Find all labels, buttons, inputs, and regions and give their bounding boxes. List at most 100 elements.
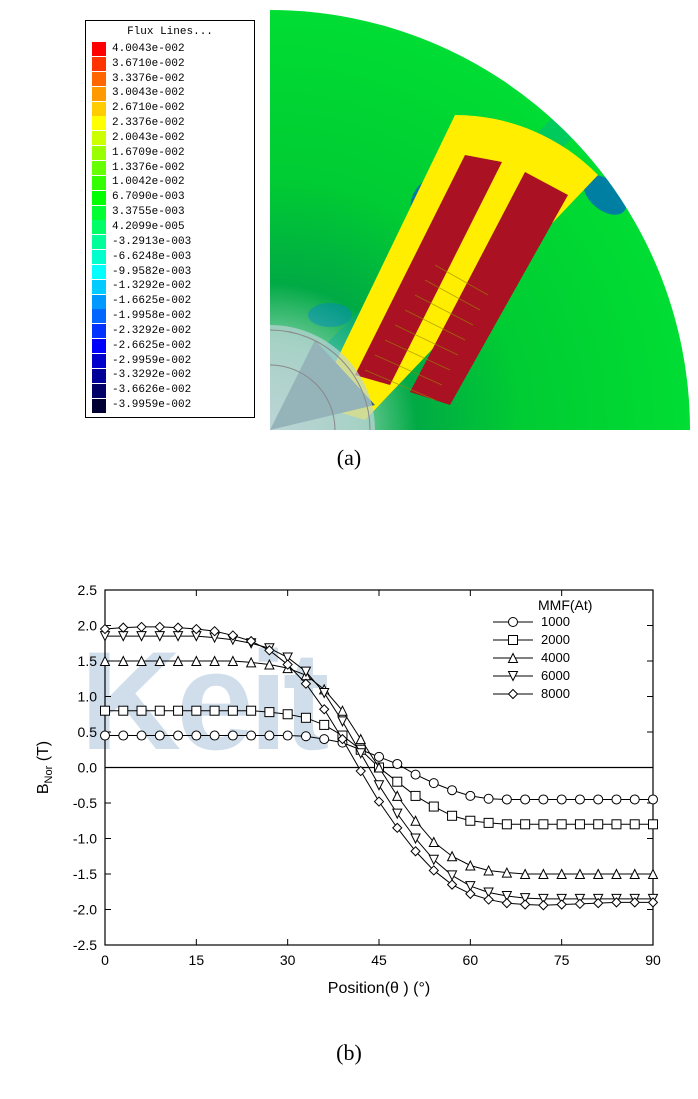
legend-value: 2.6710e-002 <box>112 101 185 116</box>
svg-text:1000: 1000 <box>541 614 570 629</box>
legend-entry: 1.6709e-002 <box>92 146 248 161</box>
legend-entry: -2.3292e-002 <box>92 324 248 339</box>
legend-entry: 3.0043e-002 <box>92 86 248 101</box>
legend-entry: -3.9959e-002 <box>92 398 248 413</box>
svg-text:-0.5: -0.5 <box>73 795 97 811</box>
legend-value: 1.3376e-002 <box>112 161 185 176</box>
caption-a: (a) <box>0 445 698 471</box>
legend-value: -3.3292e-002 <box>112 368 191 383</box>
legend-value: 6.7090e-003 <box>112 190 185 205</box>
legend-value: 4.2099e-005 <box>112 220 185 235</box>
legend-entry: 4.0043e-002 <box>92 42 248 57</box>
svg-text:60: 60 <box>463 952 479 968</box>
legend-entry: -1.3292e-002 <box>92 279 248 294</box>
legend-entry: 3.3755e-003 <box>92 205 248 220</box>
svg-text:2.0: 2.0 <box>78 618 98 634</box>
figure-b-container: -2.5-2.0-1.5-1.0-0.50.00.51.01.52.02.501… <box>30 575 668 1005</box>
bnor-chart: -2.5-2.0-1.5-1.0-0.50.00.51.01.52.02.501… <box>30 575 668 1005</box>
svg-text:0: 0 <box>101 952 109 968</box>
svg-text:8000: 8000 <box>541 686 570 701</box>
legend-value: 1.0042e-002 <box>112 175 185 190</box>
legend-swatch <box>92 161 106 175</box>
legend-swatch <box>92 280 106 294</box>
legend-entry: 3.3376e-002 <box>92 72 248 87</box>
legend-value: -3.9959e-002 <box>112 398 191 413</box>
svg-text:90: 90 <box>645 952 661 968</box>
legend-swatch <box>92 250 106 264</box>
flux-legend: Flux Lines... 4.0043e-0023.6710e-0023.33… <box>85 20 255 418</box>
svg-text:15: 15 <box>189 952 205 968</box>
legend-value: -3.6626e-002 <box>112 383 191 398</box>
legend-value: -2.3292e-002 <box>112 324 191 339</box>
legend-swatch <box>92 235 106 249</box>
legend-value: -1.3292e-002 <box>112 279 191 294</box>
legend-swatch <box>92 369 106 383</box>
legend-swatch <box>92 220 106 234</box>
legend-value: -1.6625e-002 <box>112 294 191 309</box>
svg-text:-2.5: -2.5 <box>73 937 97 953</box>
legend-value: 2.0043e-002 <box>112 131 185 146</box>
svg-text:Position(θ ) (°): Position(θ ) (°) <box>328 980 430 997</box>
legend-entry: -2.6625e-002 <box>92 339 248 354</box>
legend-swatch <box>92 146 106 160</box>
legend-value: -1.9958e-002 <box>112 309 191 324</box>
flux-legend-rows: 4.0043e-0023.6710e-0023.3376e-0023.0043e… <box>92 42 248 413</box>
legend-value: 3.3376e-002 <box>112 72 185 87</box>
svg-text:MMF(At): MMF(At) <box>538 597 592 613</box>
legend-swatch <box>92 295 106 309</box>
legend-entry: -3.2913e-003 <box>92 235 248 250</box>
svg-text:75: 75 <box>554 952 570 968</box>
legend-entry: 1.3376e-002 <box>92 161 248 176</box>
legend-swatch <box>92 399 106 413</box>
legend-entry: 3.6710e-002 <box>92 57 248 72</box>
legend-value: 3.3755e-003 <box>112 205 185 220</box>
legend-entry: 2.6710e-002 <box>92 101 248 116</box>
legend-swatch <box>92 339 106 353</box>
legend-entry: -9.9582e-003 <box>92 265 248 280</box>
svg-text:45: 45 <box>371 952 387 968</box>
svg-text:2000: 2000 <box>541 632 570 647</box>
legend-entry: -6.6248e-003 <box>92 250 248 265</box>
svg-text:0.0: 0.0 <box>78 760 98 776</box>
legend-swatch <box>92 42 106 56</box>
legend-value: -2.6625e-002 <box>112 339 191 354</box>
legend-swatch <box>92 57 106 71</box>
legend-entry: -3.3292e-002 <box>92 368 248 383</box>
legend-swatch <box>92 309 106 323</box>
legend-swatch <box>92 72 106 86</box>
svg-text:4000: 4000 <box>541 650 570 665</box>
svg-text:30: 30 <box>280 952 296 968</box>
svg-text:-1.5: -1.5 <box>73 866 97 882</box>
legend-swatch <box>92 354 106 368</box>
svg-text:6000: 6000 <box>541 668 570 683</box>
legend-swatch <box>92 384 106 398</box>
legend-swatch <box>92 206 106 220</box>
flux-field-plot <box>270 10 690 430</box>
legend-value: -9.9582e-003 <box>112 265 191 280</box>
legend-swatch <box>92 324 106 338</box>
legend-value: -2.9959e-002 <box>112 354 191 369</box>
legend-value: 2.3376e-002 <box>112 116 185 131</box>
legend-swatch <box>92 116 106 130</box>
legend-swatch <box>92 87 106 101</box>
svg-text:1.5: 1.5 <box>78 653 98 669</box>
legend-value: -6.6248e-003 <box>112 250 191 265</box>
svg-text:1.0: 1.0 <box>78 689 98 705</box>
legend-entry: 1.0042e-002 <box>92 175 248 190</box>
legend-entry: 6.7090e-003 <box>92 190 248 205</box>
svg-text:BNor (T): BNor (T) <box>35 741 55 794</box>
svg-text:0.5: 0.5 <box>78 724 98 740</box>
flux-legend-title: Flux Lines... <box>92 25 248 40</box>
svg-text:-1.0: -1.0 <box>73 831 97 847</box>
legend-value: 4.0043e-002 <box>112 42 185 57</box>
legend-value: 1.6709e-002 <box>112 146 185 161</box>
legend-entry: 2.3376e-002 <box>92 116 248 131</box>
legend-value: 3.0043e-002 <box>112 86 185 101</box>
svg-text:-2.0: -2.0 <box>73 902 97 918</box>
legend-swatch <box>92 131 106 145</box>
legend-entry: -3.6626e-002 <box>92 383 248 398</box>
legend-swatch <box>92 191 106 205</box>
figure-a-container: Flux Lines... 4.0043e-0023.6710e-0023.33… <box>10 10 688 430</box>
legend-entry: 2.0043e-002 <box>92 131 248 146</box>
legend-entry: -2.9959e-002 <box>92 354 248 369</box>
